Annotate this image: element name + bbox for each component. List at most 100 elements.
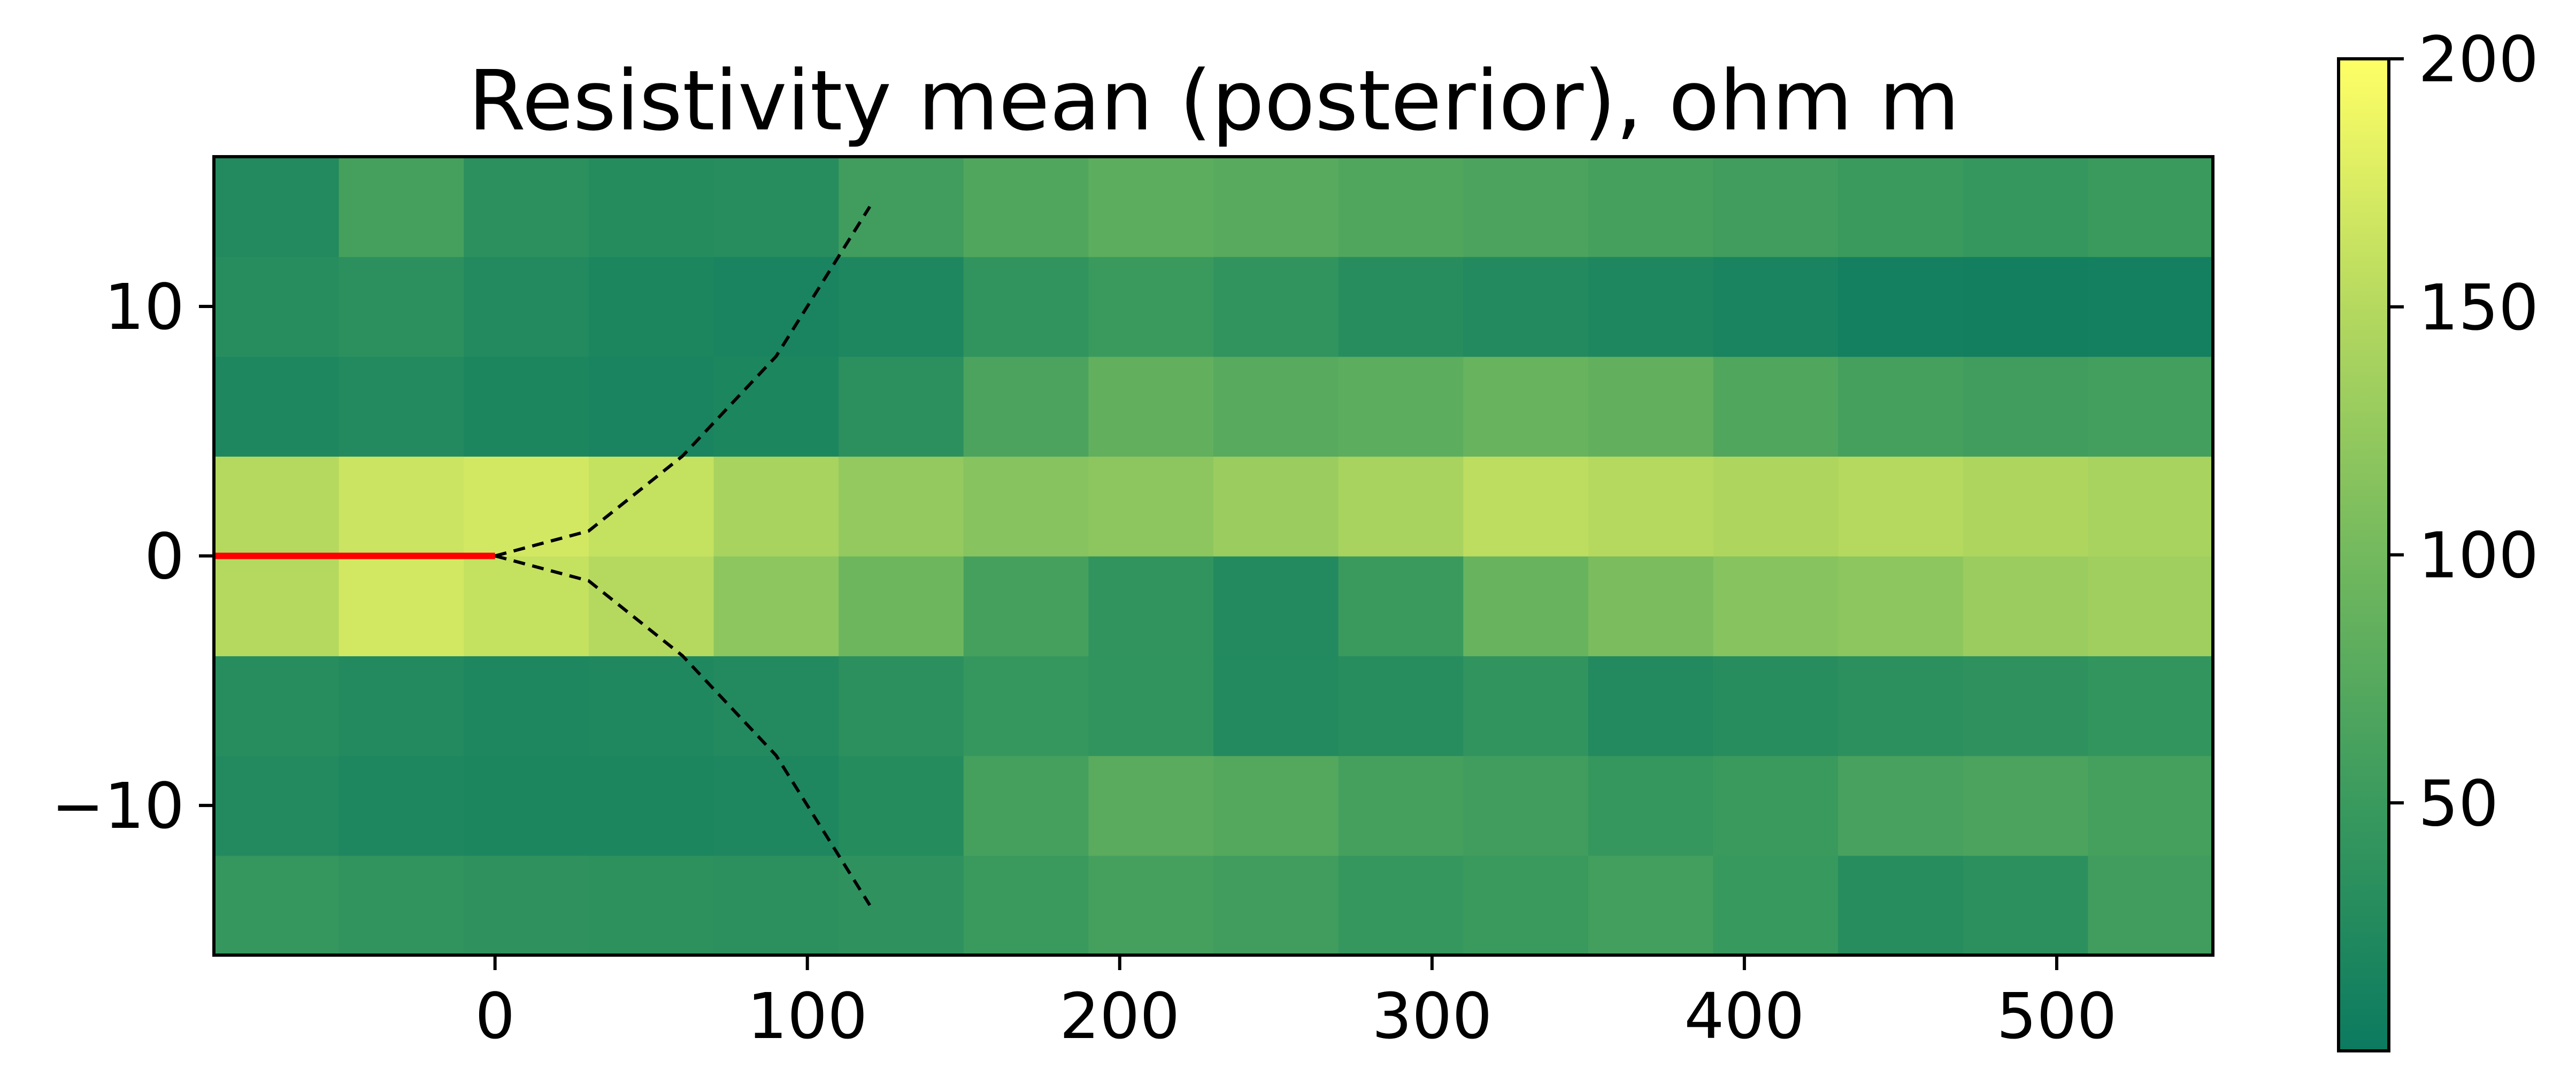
heatmap-cell xyxy=(1213,256,1339,357)
heatmap-cell xyxy=(464,456,589,557)
heatmap-cell xyxy=(339,157,465,257)
heatmap-cell xyxy=(839,656,964,756)
heatmap-cell xyxy=(1463,556,1589,657)
heatmap-cell xyxy=(713,855,840,956)
heatmap-cell xyxy=(1338,157,1464,257)
y-tick-label: 10 xyxy=(104,270,184,344)
heatmap-cell xyxy=(2088,157,2213,257)
heatmap-cell xyxy=(2088,755,2213,856)
heatmap-cell xyxy=(1088,356,1214,457)
heatmap-cell xyxy=(713,256,840,357)
y-tick-label: 0 xyxy=(144,520,184,594)
heatmap-cell xyxy=(713,356,840,457)
heatmap-cell xyxy=(339,356,465,457)
heatmap-cell xyxy=(339,456,465,557)
heatmap-cell xyxy=(588,656,714,756)
heatmap-cell xyxy=(839,855,964,956)
heatmap-cell xyxy=(214,556,340,657)
heatmap-cell xyxy=(1338,356,1464,457)
heatmap-cell xyxy=(1088,456,1214,557)
heatmap-cell xyxy=(1588,256,1714,357)
heatmap-cell xyxy=(214,356,340,457)
colorbar-tick-label: 150 xyxy=(2418,271,2539,344)
heatmap-cell xyxy=(1088,755,1214,856)
heatmap-cell xyxy=(963,456,1089,557)
heatmap-cell xyxy=(464,256,589,357)
heatmap-cell xyxy=(1338,556,1464,657)
heatmap-cell xyxy=(1338,656,1464,756)
heatmap-cell xyxy=(214,755,340,856)
heatmap-cell xyxy=(1713,356,1839,457)
heatmap-cell xyxy=(464,157,589,257)
heatmap-cell xyxy=(1588,556,1714,657)
heatmap-cell xyxy=(713,755,840,856)
heatmap-cell xyxy=(839,157,964,257)
heatmap-cell xyxy=(963,356,1089,457)
heatmap-cell xyxy=(1963,855,2089,956)
heatmap-cell xyxy=(2088,356,2213,457)
heatmap-cell xyxy=(1838,256,1964,357)
heatmap-cell xyxy=(1838,755,1964,856)
heatmap-cell xyxy=(839,556,964,657)
heatmap-cell xyxy=(339,755,465,856)
heatmap-cell xyxy=(1338,755,1464,856)
heatmap-cell xyxy=(1713,855,1839,956)
heatmap-cell xyxy=(1463,656,1589,756)
heatmap-cell xyxy=(1838,656,1964,756)
heatmap-cell xyxy=(1088,556,1214,657)
heatmap-cell xyxy=(1088,656,1214,756)
heatmap-cells xyxy=(214,157,2213,956)
heatmap-cell xyxy=(1963,556,2089,657)
heatmap-cell xyxy=(1088,256,1214,357)
x-tick-label: 300 xyxy=(1372,979,1492,1053)
heatmap-cell xyxy=(963,556,1089,657)
heatmap-cell xyxy=(1588,456,1714,557)
overlay-lines xyxy=(214,205,872,906)
heatmap-cell xyxy=(588,556,714,657)
heatmap-cell xyxy=(1213,855,1339,956)
heatmap-cell xyxy=(1213,356,1339,457)
heatmap-cell xyxy=(839,356,964,457)
x-tick-label: 500 xyxy=(1996,979,2117,1053)
heatmap-cell xyxy=(1213,456,1339,557)
heatmap-cell xyxy=(1588,755,1714,856)
heatmap-cell xyxy=(839,256,964,357)
heatmap-cell xyxy=(1588,356,1714,457)
heatmap-cell xyxy=(1213,556,1339,657)
heatmap-cell xyxy=(713,157,840,257)
heatmap-cell xyxy=(588,755,714,856)
heatmap-cell xyxy=(1963,256,2089,357)
heatmap-cell xyxy=(339,855,465,956)
colorbar-tick-label: 200 xyxy=(2418,22,2539,96)
heatmap-cell xyxy=(464,356,589,457)
heatmap-cell xyxy=(339,256,465,357)
heatmap-cell xyxy=(1838,456,1964,557)
heatmap-cell xyxy=(1963,755,2089,856)
heatmap-cell xyxy=(963,855,1089,956)
heatmap-cell xyxy=(1338,855,1464,956)
heatmap-cell xyxy=(1963,456,2089,557)
heatmap-cell xyxy=(713,656,840,756)
heatmap-cell xyxy=(1838,556,1964,657)
heatmap-cell xyxy=(1463,456,1589,557)
x-tick-label: 0 xyxy=(475,979,515,1053)
x-tick-label: 200 xyxy=(1059,979,1180,1053)
heatmap-cell xyxy=(464,556,589,657)
heatmap-cell xyxy=(339,656,465,756)
heatmap-cell xyxy=(1838,356,1964,457)
heatmap-cell xyxy=(464,656,589,756)
heatmap-cell xyxy=(588,256,714,357)
heatmap-cell xyxy=(588,456,714,557)
heatmap-cell xyxy=(963,755,1089,856)
heatmap-cell xyxy=(214,855,340,956)
heatmap-cell xyxy=(1713,755,1839,856)
heatmap-cell xyxy=(214,656,340,756)
heatmap-cell xyxy=(464,755,589,856)
colorbar xyxy=(2337,57,2390,1052)
heatmap-cell xyxy=(588,855,714,956)
heatmap-cell xyxy=(963,256,1089,357)
heatmap-cell xyxy=(1713,157,1839,257)
heatmap-cell xyxy=(214,256,340,357)
lower-boundary-dashed-line xyxy=(494,554,872,906)
